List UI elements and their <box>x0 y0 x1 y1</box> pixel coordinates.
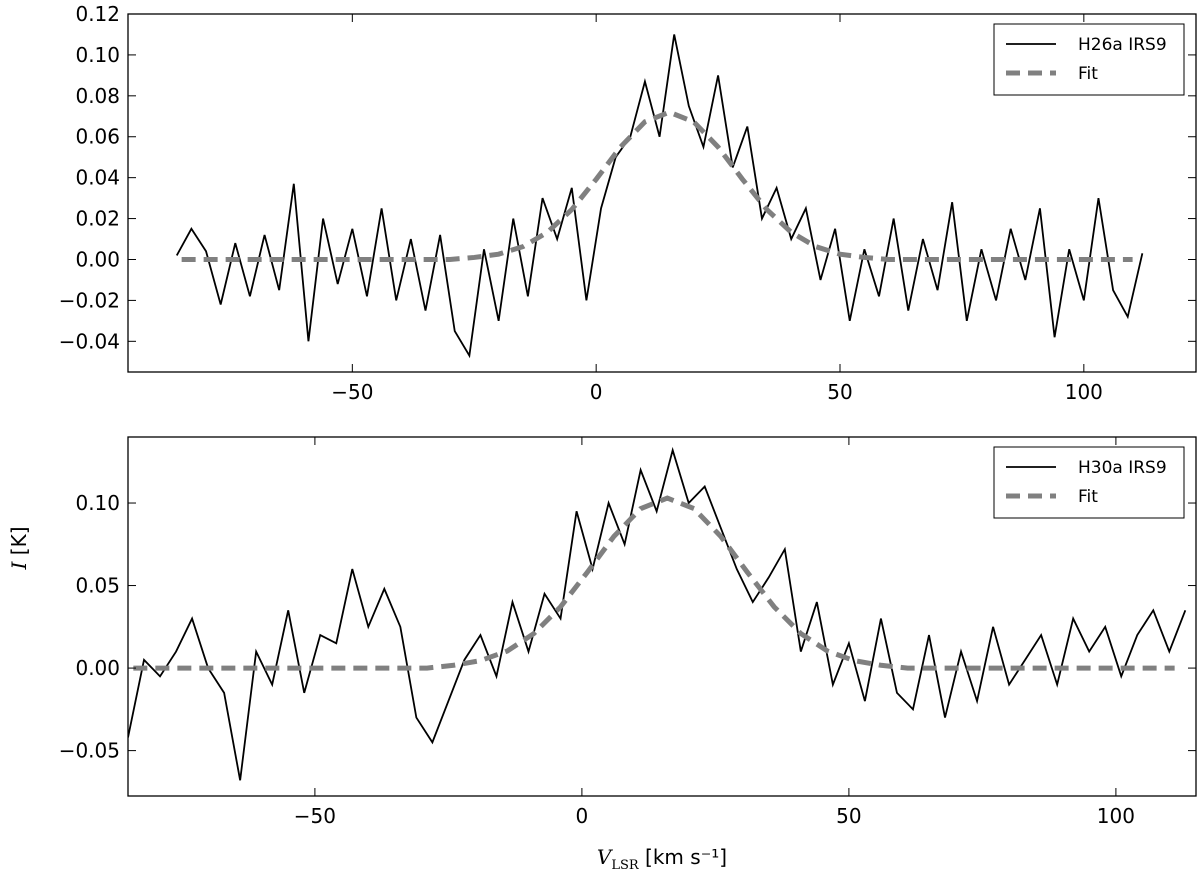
y-tick-label: 0.05 <box>75 574 120 598</box>
y-tick-label: −0.04 <box>59 329 120 353</box>
x-tick-label: 50 <box>827 380 852 404</box>
y-label-symbol: I <box>7 560 31 570</box>
x-label-unit: [km s⁻¹] <box>639 845 727 869</box>
legend-label: H26a IRS9 <box>1078 35 1167 55</box>
y-tick-label: 0.00 <box>75 247 120 271</box>
x-tick-label: −50 <box>331 380 373 404</box>
axes-frame <box>127 13 1197 373</box>
y-tick-label: 0.00 <box>75 656 120 680</box>
x-tick-label: 0 <box>590 380 603 404</box>
y-tick-label: 0.08 <box>75 84 120 108</box>
legend-box <box>993 446 1185 519</box>
axes-frame <box>127 436 1197 797</box>
x-tick-label: 100 <box>1097 804 1135 828</box>
x-tick-label: 0 <box>576 804 589 828</box>
y-tick-label: −0.05 <box>59 739 120 763</box>
data-line <box>133 495 1175 671</box>
y-tick-label: 0.06 <box>75 125 120 149</box>
x-tick-label: −50 <box>294 804 336 828</box>
y-tick-label: 0.10 <box>75 43 120 67</box>
y-label-unit: [K] <box>7 527 31 562</box>
y-tick-label: 0.12 <box>75 2 120 26</box>
legend-label: H30a IRS9 <box>1078 458 1167 478</box>
legend-label: Fit <box>1078 487 1098 507</box>
y-tick-label: 0.04 <box>75 166 120 190</box>
x-label-symbol: V <box>597 845 614 869</box>
data-line <box>175 34 1144 359</box>
y-tick-label: −0.02 <box>59 288 120 312</box>
x-tick-label: 100 <box>1065 380 1103 404</box>
data-line <box>128 446 1187 781</box>
x-axis-label: VLSR [km s⁻¹] <box>597 845 727 873</box>
x-tick-label: 50 <box>836 804 861 828</box>
data-line <box>181 109 1133 262</box>
legend-box <box>993 23 1185 96</box>
legend-label: Fit <box>1078 64 1098 84</box>
x-label-subscript: LSR <box>611 858 640 873</box>
y-tick-label: 0.02 <box>75 207 120 231</box>
y-axis-label: I [K] <box>7 527 31 571</box>
y-tick-label: 0.10 <box>75 491 120 515</box>
